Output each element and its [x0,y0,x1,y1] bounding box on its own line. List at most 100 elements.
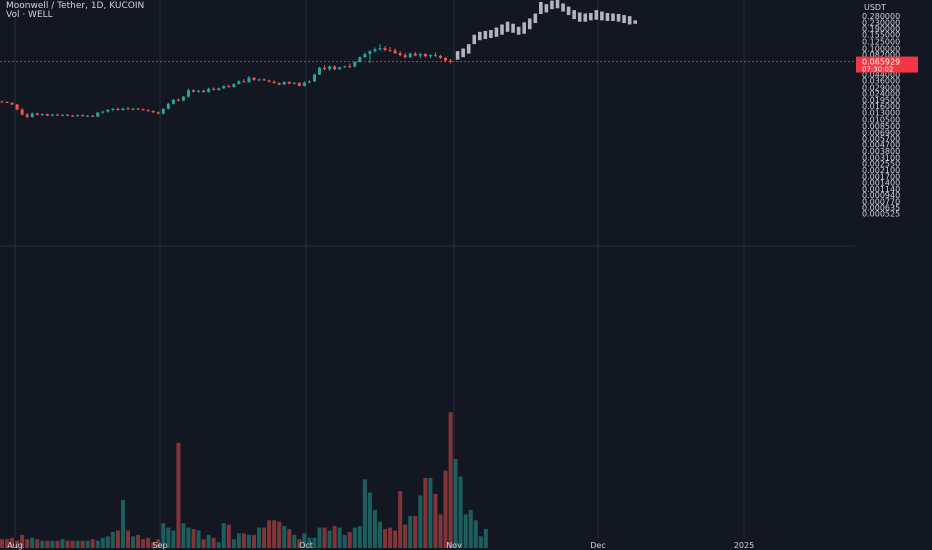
price-tick-label: 0.002550 [862,160,900,169]
volume-bar [115,530,120,548]
candle-body [151,110,155,113]
volume-bar [226,524,231,548]
volume-bar [317,527,322,548]
candle-body [307,81,311,83]
volume-bar [443,470,448,548]
price-axis[interactable]: USDT0.2800000.2300000.1900000.1550000.12… [855,0,932,550]
volume-bar [403,524,408,548]
forecast-bar [472,34,477,45]
time-axis[interactable]: Aug Sep Oct Nov Dec 2025 [7,541,754,550]
candle-body [328,66,332,70]
forecast-bar [466,44,471,54]
price-axis-background [855,0,932,550]
price-tick-label: 0.019500 [862,96,900,105]
price-tick-label: 0.155000 [862,31,900,40]
volume-bar [80,540,85,548]
time-tick-label: Dec [590,541,605,550]
candle-body [126,108,130,110]
candle-body [186,90,190,97]
price-tick-label: 0.008500 [862,122,900,131]
price-tick-label: 0.230000 [862,18,900,27]
volume-bar [322,527,327,548]
candle-body [66,114,70,116]
volume-bar [20,534,25,548]
grid-lines [0,0,855,538]
volume-bar [120,499,125,548]
volume-bar [393,530,398,548]
price-tick-label: 0.280000 [862,12,900,21]
volume-bar [146,537,151,548]
price-tick-label: 0.013000 [862,109,900,118]
forecast-bar [616,14,621,22]
time-tick-label: Oct [299,541,313,550]
volume-bar [367,492,372,548]
volume-bar [40,540,45,548]
volume-bar [30,537,35,548]
volume-bar [90,539,95,548]
price-tick-label: 0.029000 [862,83,900,92]
price-tick-label: 0.082000 [862,51,900,60]
candle-body [358,57,362,63]
volume-bar [297,539,302,548]
time-tick-label: Nov [446,541,462,550]
price-tick-label: 0.000770 [862,197,900,206]
currency-label: USDT [864,3,886,12]
volume-bar [206,534,211,548]
candle-body [156,112,160,114]
candle-body [55,114,59,116]
volume-label: Vol · WELL [6,10,53,20]
time-tick-label: Aug [7,541,23,550]
price-tick-label: 0.001140 [862,185,900,194]
volume-bar [141,539,146,548]
candle-body [378,48,382,50]
forecast-bar [633,20,637,24]
forecast-bar [577,12,582,22]
volume-bar [252,534,256,548]
candle-body [45,114,49,116]
volume-bar [408,515,413,548]
volume-bar [241,533,246,548]
price-tick-label: 0.001400 [862,179,900,188]
forecast-bar [522,22,526,34]
volume-bar [95,540,100,548]
candle-body [398,53,402,56]
volume-bar [10,537,15,548]
price-tick-label: 0.044000 [862,70,900,79]
forecast-bar [533,13,538,24]
candle-body [222,86,226,89]
volume-bar [196,530,201,548]
candle-body [408,53,412,58]
volume-bar [327,530,332,548]
forecast-bar [594,10,599,20]
volume-bar [287,529,292,548]
forecast-bar [622,15,626,24]
volume-bar [25,539,30,548]
candle-body [35,113,39,115]
volume-bar [302,533,307,548]
candle-body [171,99,175,104]
price-tick-label: 0.005700 [862,134,900,143]
candle-body [91,115,95,117]
volume-bar [166,527,171,548]
forecast-bar [489,30,493,38]
candle-body [333,66,337,70]
candle-body [227,86,231,88]
candle-body [121,108,125,111]
volume-bar [277,521,282,548]
volume-bar [272,520,277,548]
price-tick-label: 0.016000 [862,102,900,111]
candle-body [25,114,29,117]
candle-body [318,67,322,75]
forecast-bar [461,48,465,58]
volume-bar [171,530,176,548]
candle-body [418,53,422,56]
volume-bar [181,523,186,548]
forecast-bar [561,3,565,12]
volume-bars [0,412,488,548]
volume-bar [45,540,50,548]
volume-bar [186,527,191,548]
candle-body [403,55,407,58]
